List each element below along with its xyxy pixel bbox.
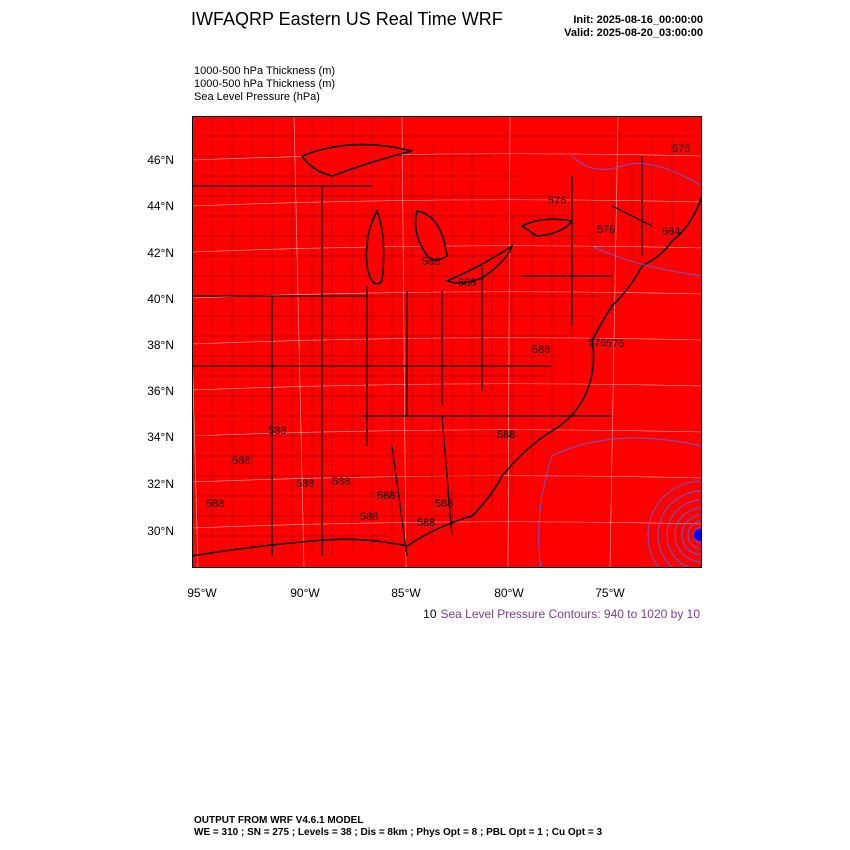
- field-thickness-1: 1000-500 hPa Thickness (m): [194, 65, 336, 77]
- field-list: 1000-500 hPa Thickness (m) 1000-500 hPa …: [194, 65, 335, 104]
- lon-label: 85°W: [391, 586, 421, 600]
- pressure-contours: [538, 155, 702, 568]
- model-footer: OUTPUT FROM WRF V4.6.1 MODEL WE = 310 ; …: [194, 815, 602, 839]
- footer-line-2: WE = 310 ; SN = 275 ; Levels = 38 ; Dis …: [194, 827, 603, 838]
- map-canvas: 576 576 576 564 588 588 576 576 588 588 …: [192, 116, 702, 568]
- init-time: Init: 2025-08-16_00:00:00: [573, 14, 703, 26]
- state-borders: [192, 156, 653, 557]
- lake-michigan: [365, 209, 385, 285]
- thickness-label: 588: [532, 344, 550, 356]
- thickness-label: 576: [548, 195, 566, 207]
- thickness-label: 576: [588, 337, 606, 349]
- lat-label: 42°N: [147, 246, 174, 260]
- map-border: [192, 116, 702, 568]
- field-thickness-2: 1000-500 hPa Thickness (m): [194, 78, 336, 90]
- lat-label: 36°N: [147, 384, 174, 398]
- thickness-fill: [192, 116, 702, 568]
- lon-label: 80°W: [494, 586, 524, 600]
- thickness-label: 564: [662, 226, 680, 238]
- contour-note-lead: 10: [423, 607, 437, 621]
- valid-time: Valid: 2025-08-20_03:00:00: [564, 27, 703, 39]
- thickness-label: 588: [422, 256, 440, 268]
- lat-label: 30°N: [147, 524, 174, 538]
- thickness-label: 588: [296, 478, 314, 490]
- lat-label: 34°N: [147, 430, 174, 444]
- lake-erie: [444, 244, 514, 284]
- footer-line-1: OUTPUT FROM WRF V4.6.1 MODEL: [194, 815, 364, 826]
- lon-label: 90°W: [290, 586, 320, 600]
- thickness-label: 588: [206, 498, 224, 510]
- chart-title: IWFAQRP Eastern US Real Time WRF: [191, 9, 503, 29]
- lon-label: 75°W: [595, 586, 625, 600]
- thickness-label: 588: [417, 517, 435, 529]
- map-panel: 576 576 576 564 588 588 576 576 588 588 …: [192, 116, 702, 568]
- graticule: [192, 116, 702, 568]
- thickness-label: 588: [360, 511, 378, 523]
- thickness-labels: 576 576 576 564 588 588 576 576 588 588 …: [206, 143, 690, 529]
- thickness-label: 588: [268, 425, 286, 437]
- coastline: [192, 195, 702, 557]
- lat-label: 46°N: [147, 153, 174, 167]
- contour-note: 10 Sea Level Pressure Contours: 940 to 10…: [423, 607, 700, 621]
- thickness-label: 588: [232, 455, 250, 467]
- lat-label: 40°N: [147, 292, 174, 306]
- thickness-label: 576: [672, 143, 690, 155]
- thickness-label: 576: [597, 224, 615, 236]
- field-slp: Sea Level Pressure (hPa): [194, 91, 320, 103]
- lake-huron: [414, 210, 448, 261]
- lat-label: 44°N: [147, 199, 174, 213]
- lat-label: 32°N: [147, 477, 174, 491]
- cyclone-center: [694, 529, 702, 541]
- thickness-label: 588: [458, 277, 476, 289]
- thickness-label: 576: [606, 338, 624, 350]
- lon-label: 95°W: [187, 586, 217, 600]
- thickness-label: 588: [377, 490, 395, 502]
- thickness-label: 588: [332, 476, 350, 488]
- great-lakes: [300, 143, 574, 285]
- lat-label: 38°N: [147, 338, 174, 352]
- thickness-label: 588: [435, 498, 453, 510]
- lake-superior: [300, 143, 413, 177]
- thickness-label: 588: [497, 429, 515, 441]
- time-info: Init: 2025-08-16_00:00:00 Valid: 2025-08…: [564, 14, 703, 40]
- contour-note-text: Sea Level Pressure Contours: 940 to 1020…: [440, 607, 701, 621]
